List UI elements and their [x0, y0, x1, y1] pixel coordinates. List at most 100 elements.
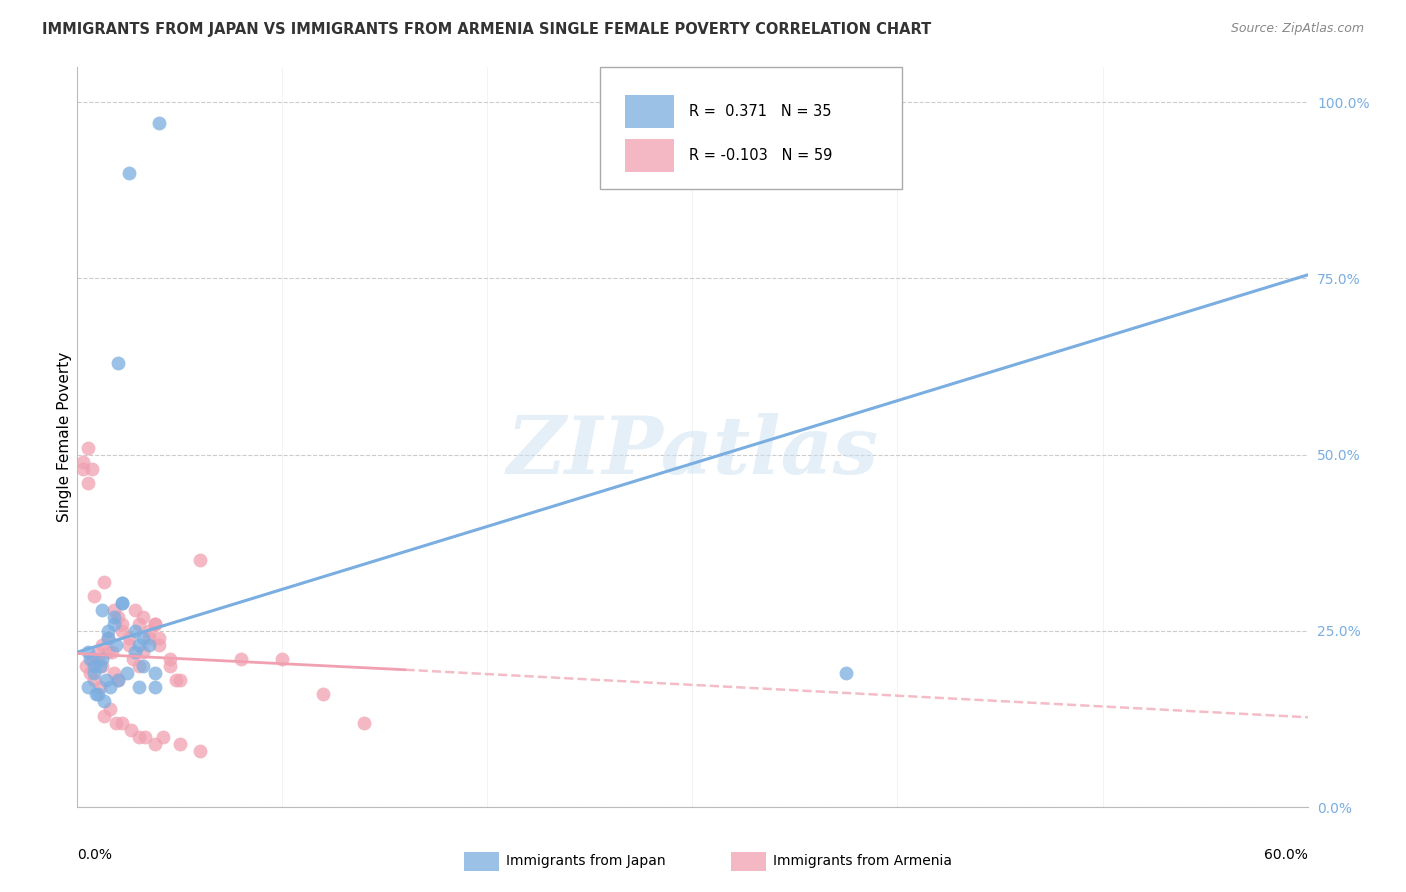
Point — [87, 688, 110, 702]
Point — [835, 666, 858, 681]
Point — [128, 616, 150, 631]
Point — [152, 730, 174, 744]
Point — [76, 441, 98, 455]
Point — [87, 645, 110, 659]
FancyBboxPatch shape — [600, 67, 901, 189]
Point — [169, 673, 191, 688]
Text: 60.0%: 60.0% — [1264, 848, 1308, 862]
Point — [105, 715, 128, 730]
Point — [120, 723, 142, 737]
Point — [132, 610, 155, 624]
Point — [80, 462, 103, 476]
Text: Immigrants from Armenia: Immigrants from Armenia — [773, 854, 952, 868]
Point — [165, 673, 187, 688]
Point — [188, 744, 212, 758]
Text: R =  0.371   N = 35: R = 0.371 N = 35 — [689, 103, 831, 119]
Point — [148, 631, 170, 645]
Point — [89, 659, 111, 673]
Point — [111, 624, 134, 638]
Point — [231, 652, 253, 666]
Point — [169, 737, 191, 751]
Point — [138, 624, 160, 638]
Point — [83, 673, 105, 688]
Point — [128, 730, 150, 744]
Point — [134, 730, 156, 744]
Point — [72, 455, 94, 469]
Point — [128, 659, 150, 673]
Point — [143, 681, 166, 695]
Point — [353, 715, 375, 730]
Point — [80, 652, 103, 666]
Point — [128, 638, 150, 652]
Point — [97, 624, 120, 638]
Point — [159, 659, 181, 673]
Point — [143, 666, 166, 681]
Point — [128, 681, 150, 695]
Point — [103, 666, 125, 681]
Point — [111, 596, 134, 610]
Text: 0.0%: 0.0% — [77, 848, 112, 862]
Point — [89, 681, 111, 695]
Text: ZIPatlas: ZIPatlas — [506, 413, 879, 491]
Point — [132, 659, 155, 673]
Point — [111, 616, 134, 631]
Point — [93, 694, 115, 708]
Point — [76, 475, 98, 490]
Point — [98, 681, 121, 695]
Point — [83, 589, 105, 603]
Point — [83, 666, 105, 681]
Point — [132, 645, 155, 659]
Point — [138, 638, 160, 652]
Point — [79, 652, 101, 666]
Point — [188, 553, 212, 567]
Point — [79, 666, 101, 681]
Point — [84, 688, 107, 702]
Text: Immigrants from Japan: Immigrants from Japan — [506, 854, 666, 868]
Point — [107, 673, 129, 688]
Point — [97, 645, 120, 659]
Point — [103, 610, 125, 624]
Point — [90, 659, 114, 673]
Point — [107, 673, 129, 688]
Text: IMMIGRANTS FROM JAPAN VS IMMIGRANTS FROM ARMENIA SINGLE FEMALE POVERTY CORRELATI: IMMIGRANTS FROM JAPAN VS IMMIGRANTS FROM… — [42, 22, 931, 37]
Text: R = -0.103   N = 59: R = -0.103 N = 59 — [689, 148, 832, 163]
Point — [124, 645, 146, 659]
Bar — [624, 139, 673, 172]
Point — [117, 166, 139, 180]
Point — [90, 652, 114, 666]
Point — [97, 631, 120, 645]
Point — [143, 616, 166, 631]
Point — [75, 659, 97, 673]
Point — [93, 708, 115, 723]
Point — [103, 616, 125, 631]
Point — [124, 603, 146, 617]
Point — [83, 659, 105, 673]
Point — [76, 681, 98, 695]
Point — [117, 638, 139, 652]
Point — [72, 462, 94, 476]
Point — [111, 715, 134, 730]
Point — [132, 631, 155, 645]
Point — [148, 116, 170, 130]
Point — [143, 616, 166, 631]
Point — [94, 673, 117, 688]
Point — [105, 638, 128, 652]
Point — [107, 356, 129, 370]
Point — [101, 645, 124, 659]
Point — [124, 624, 146, 638]
Point — [148, 638, 170, 652]
Point — [87, 652, 110, 666]
Y-axis label: Single Female Poverty: Single Female Poverty — [56, 352, 72, 522]
Point — [90, 638, 114, 652]
Point — [143, 737, 166, 751]
Point — [93, 574, 115, 589]
Point — [76, 645, 98, 659]
Point — [159, 652, 181, 666]
Point — [103, 603, 125, 617]
Point — [115, 666, 138, 681]
Point — [312, 688, 335, 702]
Point — [138, 631, 160, 645]
Point — [121, 652, 143, 666]
Text: Source: ZipAtlas.com: Source: ZipAtlas.com — [1230, 22, 1364, 36]
Point — [98, 701, 121, 715]
